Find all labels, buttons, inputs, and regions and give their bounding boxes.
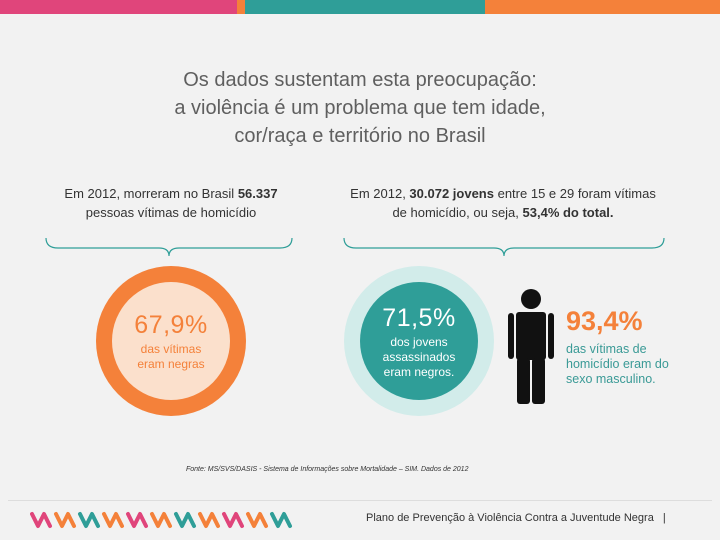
black-youth-percentage: 71,5% [382,303,456,332]
black-youth-label-3: eram negros. [383,364,455,379]
right-caption: Em 2012, 30.072 jovens entre 15 e 29 for… [348,184,658,222]
black-youth-circle: 71,5% dos jovens assassinados eram negro… [344,266,494,416]
black-victims-label-2: eram negras [137,357,205,371]
left-caption-bold: 56.337 [237,186,278,201]
logo-zigzag-mark [222,512,244,528]
male-victims-label-2: homicídio eram do [566,357,669,371]
right-caption-text-2: entre 15 e 29 foram vítimas de homicídio… [392,186,656,220]
black-victims-circle: 67,9% das vítimas eram negras [96,266,246,416]
black-youth-label-1: dos jovens [390,334,448,349]
footer-title: Plano de Prevenção à Violência Contra a … [366,512,666,524]
logo-zigzag-mark [246,512,268,528]
right-caption-bold-2: 53,4% do total. [522,205,614,220]
title-line-3: cor/raça e território no Brasil [234,125,486,147]
logo-zigzag-mark [198,512,220,528]
right-brace-icon [343,237,665,257]
logo-zigzag-mark [30,512,52,528]
logo-zigzag-mark [78,512,100,528]
black-victims-circle-inner: 67,9% das vítimas eram negras [112,282,230,400]
logo-zigzag-mark [54,512,76,528]
left-caption-text-1: Em 2012, morreram no Brasil [64,186,238,201]
logo-zigzag-mark [150,512,172,528]
black-youth-circle-inner: 71,5% dos jovens assassinados eram negro… [360,282,478,400]
top-bar-segment [245,0,485,14]
footer-divider [8,500,712,501]
male-victims-label-3: sexo masculino. [566,372,656,386]
logo-zigzag-mark [102,512,124,528]
male-victims-label-1: das vítimas de [566,342,647,356]
man-icon [508,289,554,404]
left-caption: Em 2012, morreram no Brasil 56.337 pesso… [40,184,302,222]
top-bar-segment [0,0,237,14]
black-victims-percentage: 67,9% [134,311,208,339]
male-victims-label: das vítimas de homicídio eram do sexo ma… [566,342,669,387]
right-caption-text-1: Em 2012, [350,186,410,201]
black-victims-label-1: das vítimas [140,342,202,356]
logo-zigzag-mark [174,512,196,528]
top-bar-segment [237,0,245,14]
left-caption-text-2: pessoas vítimas de homicídio [85,205,257,220]
source-note: Fonte: MS/SVS/DASIS - Sistema de Informa… [186,466,469,473]
black-youth-label-2: assassinados [382,349,456,364]
top-bar-segment [485,0,720,14]
zigzag-logo-icon [30,512,292,528]
slide-title: Os dados sustentam esta preocupação: a v… [110,66,610,150]
top-color-bar [0,0,720,14]
logo-zigzag-mark [270,512,292,528]
footer-separator: | [662,512,666,524]
logo-zigzag-mark [126,512,148,528]
footer-title-text: Plano de Prevenção à Violência Contra a … [366,512,654,524]
right-caption-bold-1: 30.072 jovens [409,186,494,201]
male-victims-percentage: 93,4% [566,306,643,336]
title-line-1: Os dados sustentam esta preocupação: [183,69,537,91]
left-brace-icon [45,237,293,257]
title-line-2: a violência é um problema que tem idade, [174,97,546,119]
